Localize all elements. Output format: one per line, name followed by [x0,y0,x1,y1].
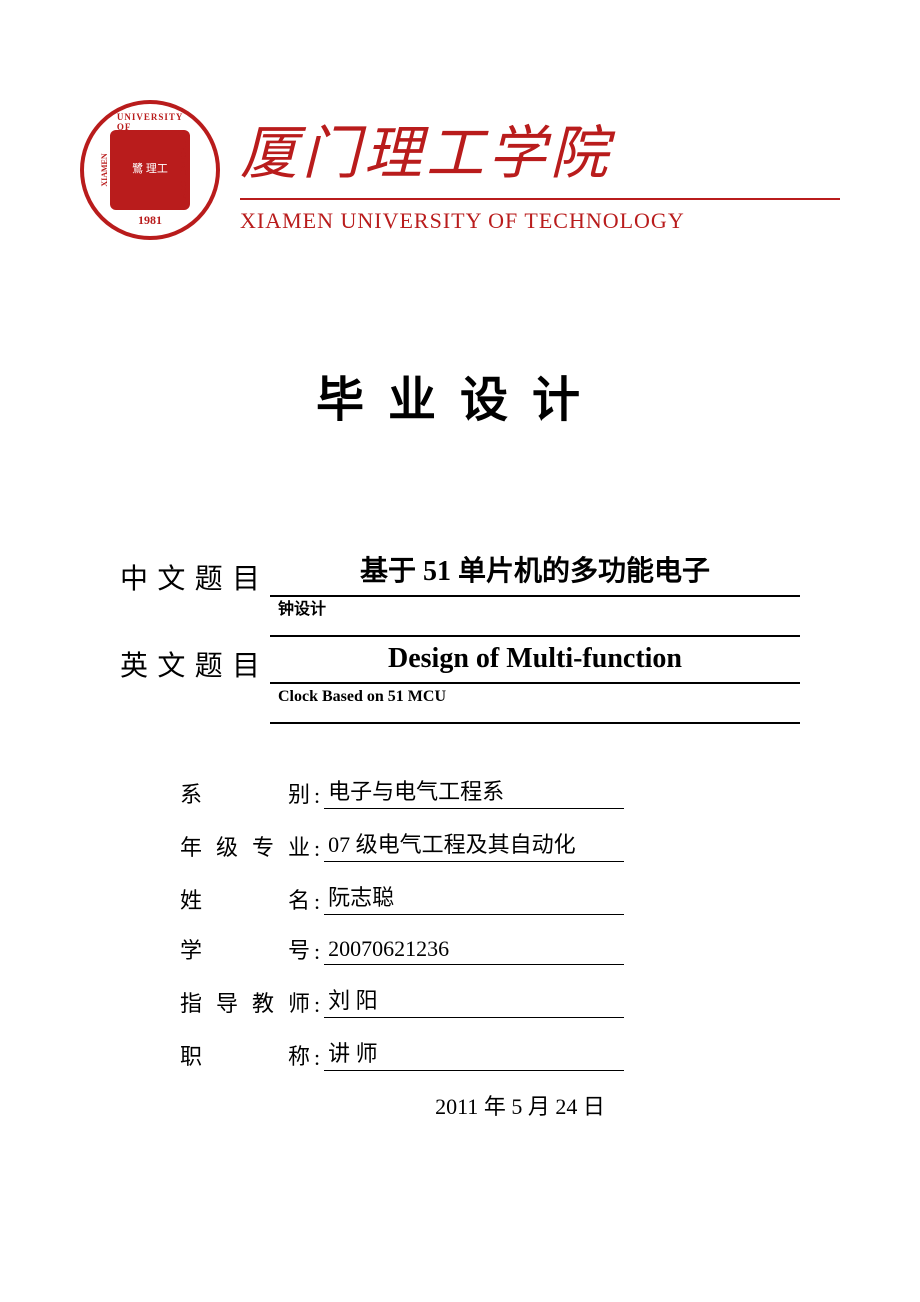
grade-row: 年级专业 : 07 级电气工程及其自动化 [180,827,740,862]
name-value: 阮志聪 [324,880,624,915]
advisor-row: 指导教师 : 刘 阳 [180,983,740,1018]
jobtitle-value: 讲 师 [324,1036,624,1071]
student-info-section: 系 别 : 电子与电气工程系 年级专业 : 07 级电气工程及其自动化 姓 名 … [80,774,840,1121]
department-row: 系 别 : 电子与电气工程系 [180,774,740,809]
cn-title-line1: 基于 51 单片机的多功能电子 [270,550,800,597]
colon: : [310,783,324,809]
university-logo: UNIVERSITY OF 1981 XIAMEN TECHNOLOGY 鷺 理… [80,100,220,240]
date-day: 24 [555,1094,577,1119]
department-value: 电子与电气工程系 [324,774,624,809]
jobtitle-label: 职 称 [180,1039,310,1071]
colon: : [310,939,324,965]
en-title-line1: Design of Multi-function [270,637,800,684]
thesis-titles-section: 中文题目 基于 51 单片机的多功能电子 钟设计 英文题目 Design of … [80,550,840,724]
university-name-en: XIAMEN UNIVERSITY OF TECHNOLOGY [240,208,840,234]
en-title-label: 英文题目 [120,644,270,684]
university-name-cn: 厦门理工学院 [240,106,840,190]
advisor-label: 指导教师 [180,986,310,1018]
id-label: 学 号 [180,933,310,965]
logo-top-text: UNIVERSITY OF [117,112,183,132]
id-value: 20070621236 [324,936,624,965]
year-suffix: 年 [484,1094,506,1119]
colon: : [310,992,324,1018]
cn-title-row: 中文题目 基于 51 单片机的多功能电子 [120,550,800,597]
name-divider [240,198,840,200]
date-month: 5 [511,1094,522,1119]
cn-title-line2: 钟设计 [270,597,800,637]
day-suffix: 日 [583,1094,605,1119]
logo-year: 1981 [138,213,162,228]
name-row: 姓 名 : 阮志聪 [180,880,740,915]
logo-left-text: XIAMEN [100,153,109,186]
id-row: 学 号 : 20070621236 [180,933,740,965]
colon: : [310,889,324,915]
en-title-row: 英文题目 Design of Multi-function [120,637,800,684]
name-label: 姓 名 [180,883,310,915]
colon: : [310,836,324,862]
logo-right-text: TECHNOLOGY [178,141,187,199]
document-main-title: 毕业设计 [80,360,840,430]
grade-label: 年级专业 [180,830,310,862]
jobtitle-row: 职 称 : 讲 师 [180,1036,740,1071]
en-title-line2: Clock Based on 51 MCU [270,684,800,724]
colon: : [310,1045,324,1071]
month-suffix: 月 [528,1094,550,1119]
university-name-block: 厦门理工学院 XIAMEN UNIVERSITY OF TECHNOLOGY [240,106,840,234]
cn-title-label: 中文题目 [120,557,270,597]
department-label: 系 别 [180,777,310,809]
date-row: 2011 年 5 月 24 日 [180,1089,740,1121]
grade-value: 07 级电气工程及其自动化 [324,827,624,862]
header: UNIVERSITY OF 1981 XIAMEN TECHNOLOGY 鷺 理… [80,100,840,240]
date-year: 2011 [435,1094,478,1119]
advisor-value: 刘 阳 [324,983,624,1018]
